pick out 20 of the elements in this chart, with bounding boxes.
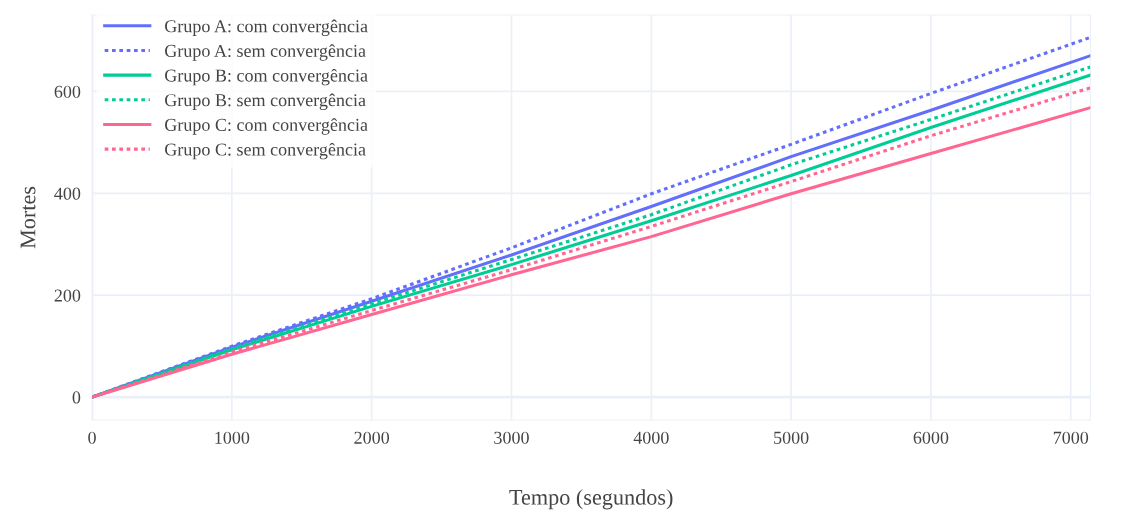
y-axis-title: Mortes (20, 186, 36, 249)
legend-label: Grupo C: com convergência (165, 118, 368, 135)
x-tick-label: 1000 (215, 431, 250, 444)
y-tick-label: 200 (54, 289, 81, 302)
y-tick-label: 400 (54, 187, 81, 200)
x-tick-label: 5000 (774, 431, 809, 444)
x-axis-title: Tempo (segundos) (509, 489, 673, 510)
legend-label: Grupo B: sem convergência (165, 93, 366, 111)
y-tick-label: 600 (54, 85, 81, 98)
x-tick-label: 7000 (1053, 431, 1089, 444)
y-tick-label: 0 (72, 391, 81, 404)
legend-label: Grupo B: com convergência (165, 68, 368, 86)
x-tick-label: 3000 (494, 431, 529, 444)
legend-label: Grupo C: sem convergência (165, 142, 366, 160)
legend-label: Grupo A: sem convergência (165, 44, 366, 61)
x-tick-label: 4000 (633, 431, 669, 444)
legend-label: Grupo A: com convergência (165, 19, 368, 37)
x-tick-label: 2000 (354, 431, 390, 444)
x-tick-label: 0 (88, 431, 96, 444)
x-tick-label: 6000 (913, 431, 949, 444)
